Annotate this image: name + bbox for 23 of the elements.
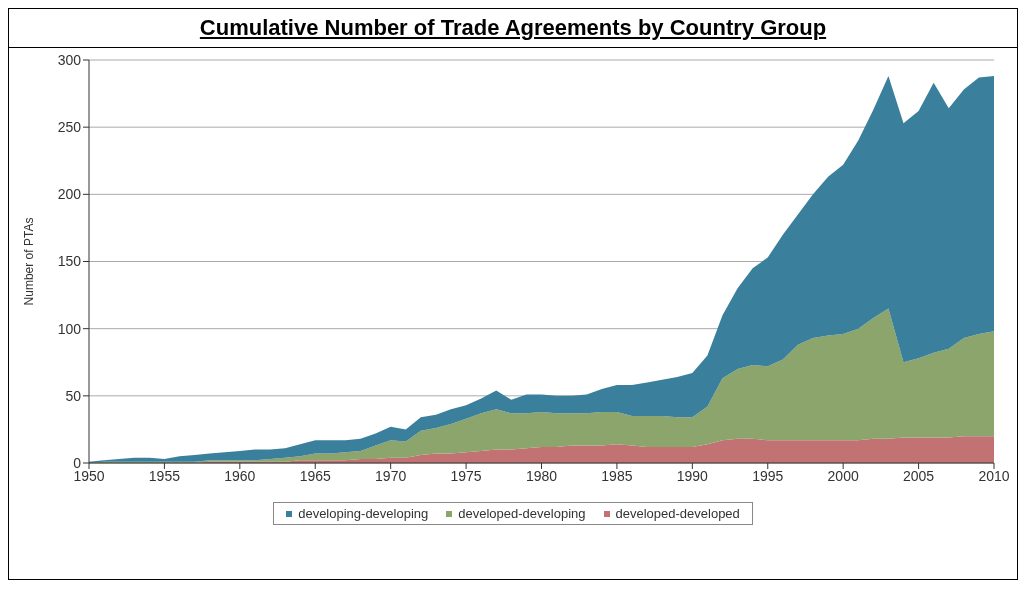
x-tick-label: 1990 (676, 467, 709, 484)
x-tick-label: 2005 (903, 467, 935, 484)
x-tick-label: 1980 (525, 467, 558, 484)
x-tick-label: 1960 (224, 467, 256, 484)
chart-title: Cumulative Number of Trade Agreements by Country Group (9, 9, 1017, 48)
x-tick-label: 1985 (601, 467, 633, 484)
x-tick-label: 1965 (299, 467, 332, 484)
x-tick-label: 1970 (375, 467, 407, 484)
x-tick-label: 2010 (978, 467, 1010, 484)
y-tick-label: 50 (65, 387, 82, 404)
y-tick-label: 150 (57, 253, 82, 270)
x-tick-label: 1995 (752, 467, 784, 484)
legend-label: developing-developing (297, 506, 429, 521)
legend-label: developed-developed (614, 506, 740, 521)
legend-label: developed-developing (457, 506, 586, 521)
x-tick-label: 2000 (827, 467, 859, 484)
y-tick-label: 300 (57, 51, 82, 68)
y-tick-label: 100 (57, 320, 82, 337)
y-tick-label: 250 (57, 119, 82, 136)
y-axis-title: Number of PTAs (22, 217, 37, 306)
x-tick-label: 1975 (450, 467, 482, 484)
y-tick-label: 200 (57, 186, 82, 203)
x-tick-label: 1955 (148, 467, 181, 484)
